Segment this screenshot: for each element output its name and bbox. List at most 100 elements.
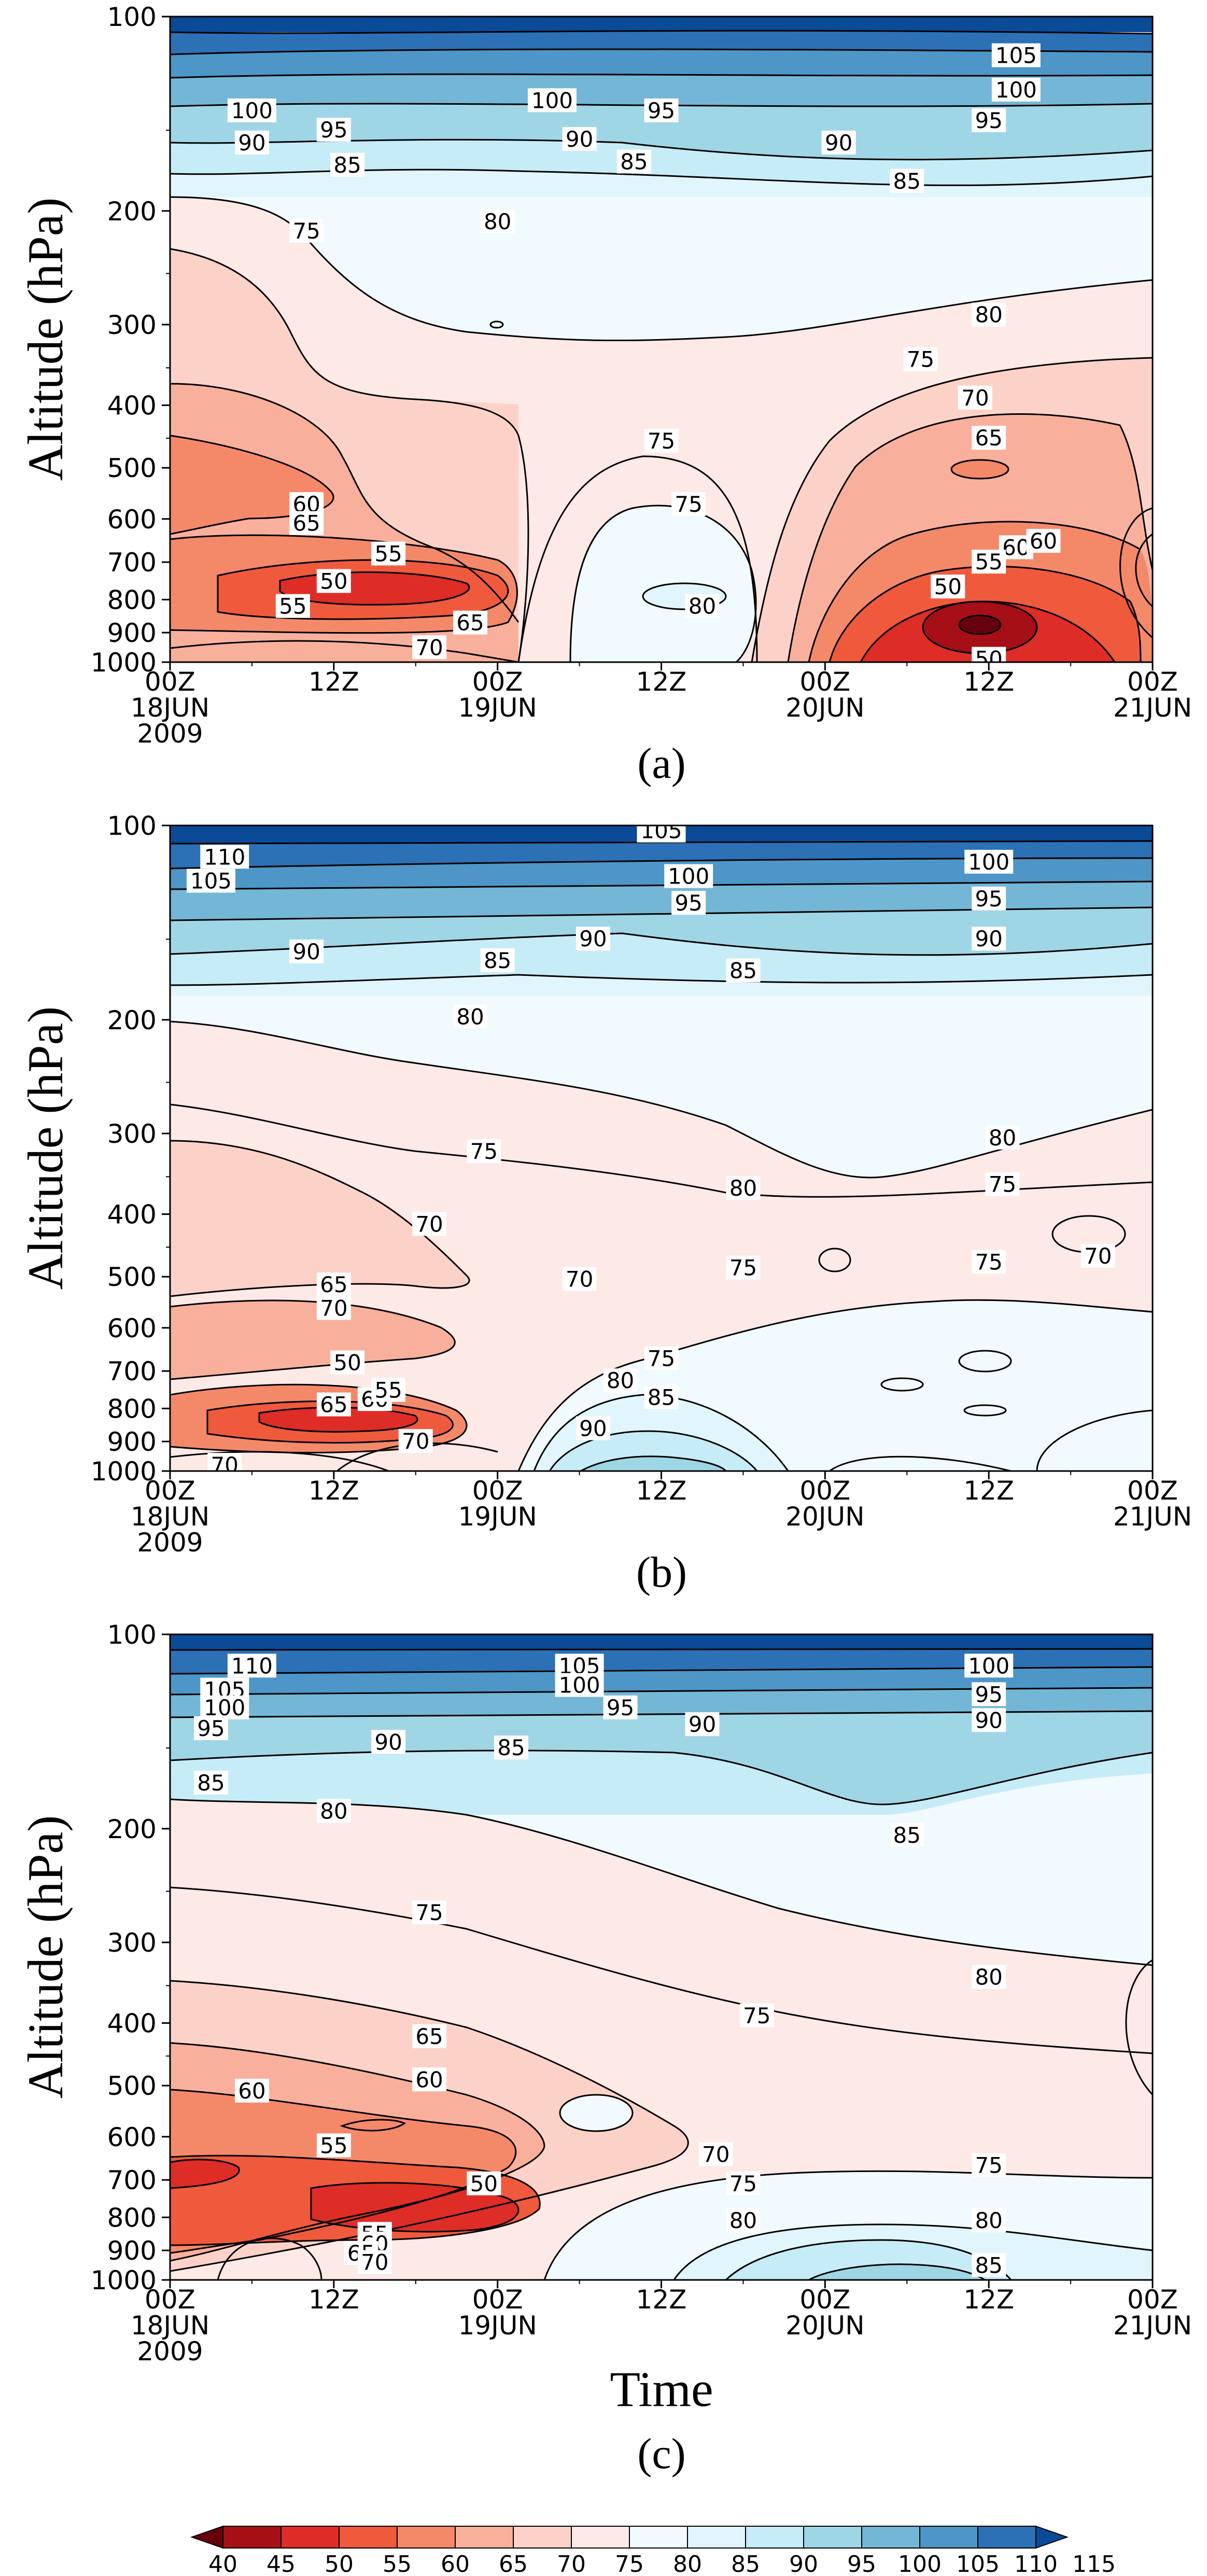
contour-label-text: 70 [361, 2250, 388, 2275]
colorbar-box [977, 2526, 1036, 2549]
colorbar-box [803, 2526, 862, 2549]
contour-label-text: 90 [975, 926, 1002, 951]
fill-band-110 [170, 17, 1153, 32]
x-tick-label: 00Z [145, 667, 195, 697]
contour-label-text: 65 [456, 610, 484, 636]
x-axis-title: Time [610, 2361, 713, 2417]
contour-label: 95 [671, 890, 706, 916]
contour-label-text: 95 [975, 1682, 1002, 1707]
contour-label-bg [698, 2142, 733, 2166]
contour-label: 65 [412, 2024, 447, 2049]
fill-band-90 [170, 104, 1153, 160]
contour-label-text: 60 [238, 2078, 265, 2104]
y-tick-label: 500 [107, 1262, 157, 1292]
x-tick-label: 12Z [308, 667, 359, 697]
contour-label-bg [316, 569, 351, 593]
contour-label-text: 70 [211, 1452, 238, 1478]
y-tick-label: 200 [107, 197, 157, 227]
contour-80-pocket-3 [963, 1404, 1007, 1417]
contour-label-text: 90 [292, 939, 320, 964]
contour-label-text: 85 [893, 1823, 921, 1848]
contour-75-mid [517, 455, 758, 662]
contour-label-bg [972, 1682, 1006, 1706]
y-tick-label: 800 [107, 2203, 157, 2233]
contour-label-text: 90 [579, 1416, 607, 1441]
contour-80-small [489, 320, 504, 329]
contour-label: 60 [1026, 528, 1061, 554]
y-tick-label: 700 [107, 1356, 157, 1387]
contour-label: 50 [467, 2171, 501, 2196]
contour-label: 90 [562, 127, 597, 152]
fill-band-40-east [959, 615, 1001, 634]
contour-60-south [170, 534, 518, 634]
contour-label-text: 95 [607, 1695, 634, 1720]
colorbar-boxes [190, 2525, 1069, 2549]
y-tick-label: 100 [107, 1620, 157, 1650]
contour-label-text: 95 [197, 1716, 224, 1741]
colorbar-tick-label: 65 [499, 2551, 528, 2576]
contour-label: 70 [698, 2142, 733, 2167]
contour-label-bg [739, 2003, 774, 2027]
colorbar-ticks: 40 45 50 55 60 65 70 75 80 85 90 95 100 105 110 115 [208, 2551, 1116, 2576]
contour-label-bg [562, 127, 597, 151]
contour-label-text: 70 [566, 1267, 593, 1292]
contour-label-text: 50 [333, 1350, 361, 1375]
contour-label: 110 [200, 844, 249, 870]
contour-label-bg [726, 2171, 761, 2195]
contour-label-text: 50 [934, 574, 961, 599]
contour-label-bg [193, 1770, 228, 1795]
contour-label: 80 [316, 1798, 351, 1824]
contour-label-text: 80 [975, 1965, 1002, 1990]
contour-label-bg [412, 2024, 447, 2048]
contour-label-bg [972, 2253, 1006, 2277]
contour-85-low [533, 1394, 789, 1471]
fill-band-115 [170, 1634, 1153, 1650]
contour-label-text: 75 [675, 492, 702, 517]
contour-label-text: 100 [995, 77, 1037, 103]
contour-label-bg [289, 511, 324, 535]
contour-label-bg [890, 1823, 924, 1847]
contour-label: 105 [186, 869, 235, 894]
contour-label-bg [316, 1272, 351, 1297]
contour-label-bg [726, 1176, 761, 1200]
y-tick-label: 500 [107, 2071, 157, 2101]
x-tick-label: 00Z [799, 2285, 850, 2315]
fill-band-110 [170, 1648, 1153, 1674]
x-tick-label: 20JUN [785, 2311, 864, 2341]
contour-60 [170, 2089, 517, 2254]
contour-60-east [808, 521, 1141, 662]
y-tick-label: 100 [107, 811, 157, 841]
contour-60 [170, 435, 334, 535]
contour-label-text: 75 [907, 347, 934, 372]
colorbar-tick-label: 50 [325, 2551, 354, 2576]
contour-label-text: 55 [279, 594, 306, 619]
contour-label-text: 75 [975, 1249, 1002, 1275]
contour-label-bg [1080, 1243, 1115, 1268]
contour-105 [170, 30, 1153, 35]
contour-label-bg [964, 1654, 1014, 1678]
colorbar-tick-label: 75 [615, 2551, 644, 2576]
contour-label: 105 [637, 825, 686, 844]
contour-label-bg [685, 1712, 720, 1737]
x-tick-label: 18JUN [131, 693, 209, 723]
contour-label-bg [991, 43, 1041, 67]
contour-label-text: 80 [484, 209, 511, 234]
contour-label-bg [453, 1004, 488, 1029]
colorbar-left-arrow [190, 2525, 223, 2549]
contour-label-text: 85 [197, 1770, 224, 1796]
contour-label: 70 [316, 1295, 351, 1321]
y-tick-label: 900 [107, 2236, 157, 2266]
contour-label-text: 95 [675, 890, 702, 916]
contour-label-text: 90 [579, 926, 607, 951]
contour-label-bg [991, 77, 1041, 102]
contour-label: 80 [726, 1175, 761, 1201]
contour-label-text: 90 [689, 1712, 716, 1737]
contour-label: 75 [739, 2003, 774, 2028]
contour-label-bg [289, 218, 324, 243]
contour-label-bg [527, 88, 577, 113]
contour-label-bg [412, 635, 447, 660]
contour-label-text: 80 [320, 1798, 347, 1824]
